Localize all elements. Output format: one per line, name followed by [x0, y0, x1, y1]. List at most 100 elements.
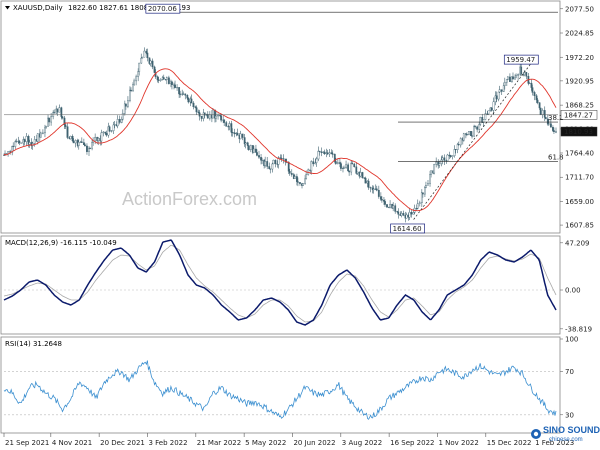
- candle-body: [187, 97, 190, 103]
- candle-body: [471, 135, 473, 137]
- candle-body: [195, 107, 198, 113]
- candle-body: [541, 110, 544, 115]
- candle-body: [69, 135, 72, 140]
- candle-body: [148, 57, 151, 64]
- candle-body: [236, 132, 239, 136]
- candle-body: [334, 161, 337, 164]
- candle-body: [343, 167, 345, 169]
- candle-body: [320, 151, 323, 153]
- candle-body: [523, 72, 526, 76]
- candle-body: [512, 76, 514, 80]
- candle-body: [146, 52, 149, 59]
- x-axis: 21 Sep 2021 4 Nov 2021 20 Dec 2021 3 Feb 20…: [3, 433, 574, 447]
- candle-body: [290, 173, 293, 175]
- x-tick-label: 21 Mar 2022: [197, 439, 241, 447]
- candle-body: [495, 95, 498, 100]
- x-tick-label: 3 Aug 2022: [342, 439, 382, 447]
- price-tick-label: 1607.85: [565, 222, 594, 230]
- candle-body: [515, 75, 517, 78]
- candle-body: [443, 157, 446, 161]
- candle-body: [27, 136, 30, 145]
- candle-body: [42, 132, 44, 134]
- price-tick-label: 1920.95: [565, 77, 594, 85]
- candle-body: [105, 133, 108, 136]
- macd-tick-label: -38.819: [565, 325, 592, 333]
- candle-body: [302, 183, 304, 186]
- candle-body: [326, 152, 329, 155]
- candle-body: [369, 187, 372, 189]
- macd-tick-label: 0.00: [565, 287, 581, 295]
- candle-body: [437, 161, 440, 166]
- candle-body: [503, 81, 506, 86]
- candle-body: [330, 152, 333, 155]
- candle-body: [506, 76, 509, 80]
- candle-body: [380, 199, 383, 201]
- candle-body: [367, 180, 370, 188]
- macd-signal-line: [3, 244, 557, 323]
- candle-body: [317, 150, 320, 160]
- candle-body: [514, 76, 516, 80]
- candle-body: [451, 155, 454, 157]
- candle-body: [427, 183, 429, 186]
- svg-text:chinese.com: chinese.com: [549, 437, 583, 443]
- candle-body: [457, 144, 460, 146]
- candle-body: [53, 112, 56, 114]
- candle-body: [64, 124, 67, 127]
- candle-body: [203, 112, 206, 116]
- candle-body: [220, 115, 223, 121]
- candle-body: [141, 57, 144, 59]
- annotation-label: 1614.60: [393, 225, 422, 233]
- candle-body: [192, 102, 195, 108]
- candle-body: [140, 57, 143, 64]
- fib-level-label: 38.2: [548, 114, 564, 122]
- rsi-panel: 100 70 30: [3, 336, 578, 420]
- candle-body: [274, 159, 277, 165]
- candle-body: [243, 137, 246, 145]
- candle-body: [304, 178, 306, 184]
- x-tick-label: 20 Dec 2021: [100, 439, 145, 447]
- candle-body: [509, 76, 511, 82]
- candle-body: [25, 136, 28, 142]
- candle-body: [11, 145, 14, 153]
- candle-body: [525, 72, 528, 77]
- x-tick-label: 3 Feb 2022: [148, 439, 187, 447]
- candle-body: [473, 126, 475, 137]
- triangle-down-icon[interactable]: [5, 6, 10, 10]
- candle-body: [536, 99, 539, 103]
- candle-body: [348, 170, 351, 173]
- candle-body: [420, 192, 423, 204]
- candle-body: [143, 50, 146, 58]
- candle-body: [149, 60, 152, 64]
- candle-body: [459, 138, 462, 146]
- rsi-tick-label: 70: [565, 368, 574, 376]
- candle-body: [355, 166, 358, 174]
- candle-body: [94, 136, 97, 142]
- svg-text:SINO SOUND: SINO SOUND: [543, 425, 600, 435]
- candle-body: [323, 151, 326, 155]
- candle-body: [282, 158, 285, 160]
- candle-body: [497, 91, 500, 100]
- candle-body: [230, 123, 233, 133]
- candle-body: [28, 142, 31, 145]
- annotation-box: [390, 223, 425, 234]
- candle-body: [268, 166, 271, 170]
- candle-body: [544, 117, 547, 120]
- candle-body: [156, 76, 159, 81]
- candle-body: [299, 182, 301, 184]
- candle-body: [328, 152, 331, 155]
- x-tick-label: 1 Feb 2023: [535, 439, 574, 447]
- candle-body: [425, 185, 427, 188]
- candle-body: [505, 79, 508, 83]
- candle-body: [82, 142, 85, 145]
- candle-body: [377, 190, 380, 197]
- candle-body: [231, 132, 234, 134]
- candle-body: [531, 87, 534, 93]
- candle-body: [72, 140, 75, 144]
- candle-body: [228, 123, 231, 127]
- candle-body: [137, 71, 140, 78]
- candle-body: [490, 107, 493, 111]
- candle-body: [424, 187, 426, 195]
- x-tick-label: 20 Jun 2022: [293, 439, 335, 447]
- candle-body: [438, 163, 441, 166]
- candle-body: [63, 117, 66, 126]
